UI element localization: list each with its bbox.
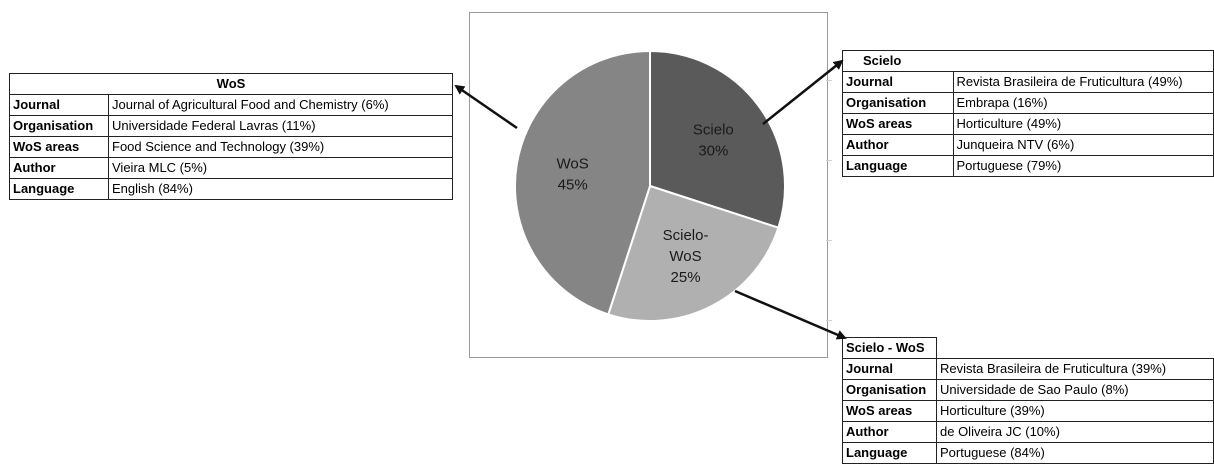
- table-row: Language Portuguese (84%): [842, 442, 1214, 464]
- row-value: Portuguese (84%): [936, 442, 1214, 464]
- pie-label-scielo: Scielo 30%: [693, 121, 734, 159]
- table-row: Journal Revista Brasileira de Fruticultur…: [842, 358, 1214, 380]
- row-value: Portuguese (79%): [952, 155, 1214, 177]
- row-key: Language: [9, 178, 109, 200]
- row-value: Vieira MLC (5%): [108, 157, 453, 179]
- table-row: Author Vieira MLC (5%): [9, 157, 453, 179]
- row-key: WoS areas: [9, 136, 109, 158]
- row-key: Organisation: [842, 379, 937, 401]
- grid-tick: [826, 320, 832, 321]
- pie-slice-wos: [514, 49, 651, 316]
- row-value: English (84%): [108, 178, 453, 200]
- table-row: WoS areas Horticulture (49%): [842, 113, 1214, 135]
- arrow-to-scielo-table: [762, 59, 844, 125]
- row-value: de Oliveira JC (10%): [936, 421, 1214, 443]
- grid-tick: [826, 240, 832, 241]
- table-row: Language English (84%): [9, 178, 453, 200]
- arrow-to-scielo-wos-table: [734, 289, 847, 340]
- pie-label-scielo-wos: Scielo-WoS 25%: [663, 227, 709, 286]
- scielo-table: Scielo Journal Revista Brasileira de Frut…: [842, 50, 1214, 177]
- table-row: Language Portuguese (79%): [842, 155, 1214, 177]
- scielo-wos-table-title: Scielo - WoS: [842, 337, 937, 359]
- arrow-to-wos-table: [454, 84, 518, 130]
- wos-table: WoS Journal Journal of Agricultural Food …: [9, 73, 453, 200]
- scielo-wos-table: Scielo - WoS Journal Revista Brasileira d…: [842, 337, 1214, 464]
- row-key: Language: [842, 155, 954, 177]
- grid-tick: [826, 80, 832, 81]
- table-row: Organisation Embrapa (16%): [842, 92, 1214, 114]
- pie-slice-scielo-wos: [607, 184, 780, 322]
- table-row: Journal Revista Brasileira de Fruticultur…: [842, 71, 1214, 93]
- row-key: Language: [842, 442, 937, 464]
- pie-label-wos: WoS 45%: [557, 155, 589, 193]
- pie-slice-scielo: [649, 49, 786, 229]
- row-key: Journal: [842, 358, 937, 380]
- row-key: Author: [842, 134, 954, 156]
- row-value: Horticulture (39%): [936, 400, 1214, 422]
- grid-tick: [826, 160, 832, 161]
- table-row: Organisation Universidade Federal Lavras …: [9, 115, 453, 137]
- row-value: Universidade Federal Lavras (11%): [108, 115, 453, 137]
- scielo-wos-table-header: Scielo - WoS: [842, 337, 1214, 359]
